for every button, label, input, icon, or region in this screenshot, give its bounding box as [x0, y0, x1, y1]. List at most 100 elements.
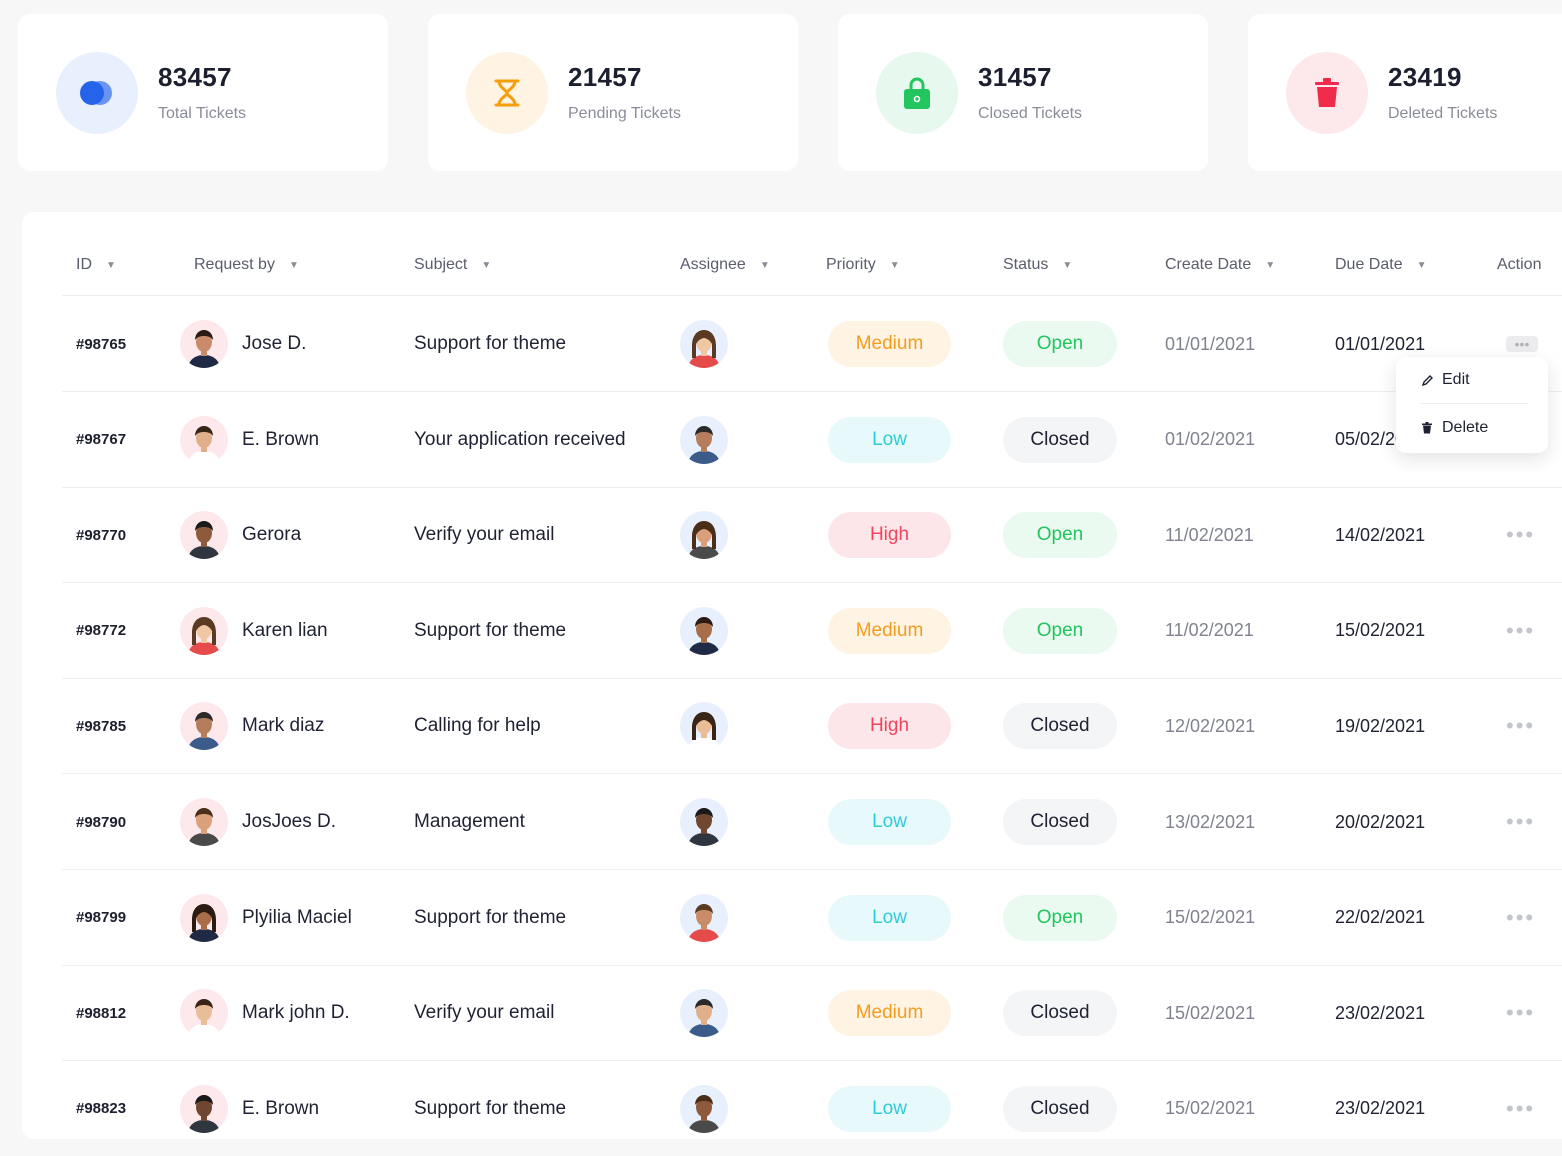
priority-badge: Low	[828, 894, 951, 941]
due-date: 15/02/2021	[1335, 620, 1426, 641]
ticket-subject: Verify your email	[414, 524, 555, 546]
create-date: 01/01/2021	[1165, 333, 1256, 354]
due-date: 20/02/2021	[1335, 811, 1426, 832]
priority-badge: Medium	[828, 990, 951, 1037]
ticket-id: #98772	[76, 622, 127, 640]
table-row[interactable]: #98765 Jose D. Support for theme Medium Open…	[62, 296, 1562, 392]
row-action-button[interactable]: •••	[1506, 583, 1535, 679]
caret-down-icon: ▼	[288, 259, 299, 271]
due-date: 19/02/2021	[1335, 715, 1426, 736]
menu-edit[interactable]: Edit	[1422, 371, 1470, 389]
caret-down-icon: ▼	[481, 259, 492, 271]
stat-card-pending: 21457 Pending Tickets	[428, 14, 798, 171]
assignee-avatar	[680, 893, 728, 942]
status-badge: Open	[1003, 607, 1117, 654]
menu-divider	[1420, 403, 1528, 404]
requester-name: JosJoes D.	[242, 811, 336, 832]
priority-badge: High	[828, 512, 951, 559]
requester-avatar	[180, 989, 228, 1038]
action-menu: Edit Delete	[1396, 357, 1548, 453]
requester-avatar	[180, 320, 228, 368]
row-action-button[interactable]: •••	[1506, 774, 1535, 870]
sort-priority[interactable]: Priority ▼	[826, 256, 900, 273]
table-row[interactable]: #98785 Mark diaz Calling for help High Close…	[62, 678, 1562, 775]
ticket-subject: Your application received	[414, 428, 626, 450]
priority-badge: Medium	[828, 607, 951, 654]
table-row[interactable]: #98799 Plyilia Maciel Support for theme Low…	[62, 870, 1562, 966]
ticket-id: #98767	[76, 431, 127, 449]
priority-badge: Low	[828, 1085, 951, 1132]
menu-delete[interactable]: Delete	[1422, 419, 1488, 437]
sort-due-date[interactable]: Due Date ▼	[1335, 256, 1427, 273]
sort-request-by[interactable]: Request by ▼	[194, 256, 299, 273]
row-action-button[interactable]: •••	[1506, 870, 1535, 966]
due-date: 01/01/2021	[1335, 333, 1426, 354]
requester-avatar	[180, 511, 228, 560]
assignee-avatar	[680, 320, 728, 368]
ticket-subject: Support for theme	[414, 1097, 567, 1119]
row-action-button[interactable]: •••	[1506, 678, 1535, 774]
stat-value: 23419	[1388, 62, 1462, 92]
more-icon: •••	[1506, 522, 1536, 548]
circles-icon	[56, 51, 138, 134]
table-row[interactable]: #98823 E. Brown Support for theme Low Closed…	[62, 1061, 1562, 1139]
priority-badge: Medium	[828, 321, 951, 367]
priority-badge: Low	[828, 416, 951, 463]
assignee-avatar	[680, 511, 728, 560]
sort-status[interactable]: Status ▼	[1003, 256, 1073, 273]
status-badge: Closed	[1003, 990, 1117, 1037]
sort-assignee[interactable]: Assignee ▼	[680, 256, 770, 273]
status-badge: Closed	[1003, 703, 1117, 750]
stat-value: 21457	[568, 62, 642, 92]
hourglass-icon	[466, 51, 548, 134]
row-action-button[interactable]: •••	[1506, 1061, 1535, 1139]
create-date: 13/02/2021	[1165, 811, 1256, 832]
trash-icon	[1422, 422, 1434, 434]
requester-avatar	[180, 606, 228, 655]
more-icon: •••	[1506, 1095, 1536, 1121]
sort-create-date[interactable]: Create Date ▼	[1165, 256, 1276, 273]
sort-id[interactable]: ID ▼	[76, 256, 116, 273]
caret-down-icon: ▼	[1416, 259, 1427, 271]
due-date: 14/02/2021	[1335, 524, 1426, 545]
stat-value: 31457	[978, 62, 1052, 92]
stat-card-total: 83457 Total Tickets	[18, 14, 388, 171]
table-row[interactable]: #98790 JosJoes D. Management Low Closed 13/02…	[62, 774, 1562, 870]
lock-icon	[876, 51, 958, 134]
status-badge: Open	[1003, 894, 1117, 941]
requester-name: Plyilia Maciel	[242, 906, 352, 928]
create-date: 11/02/2021	[1165, 620, 1254, 641]
more-icon: •••	[1506, 617, 1536, 643]
ticket-subject: Verify your email	[414, 1002, 555, 1024]
create-date: 15/02/2021	[1165, 907, 1256, 928]
ticket-id: #98823	[76, 1100, 127, 1118]
priority-badge: Low	[828, 799, 951, 845]
caret-down-icon: ▼	[106, 259, 116, 271]
table-row[interactable]: #98767 E. Brown Your application received L…	[62, 392, 1562, 488]
table-row[interactable]: #98770 Gerora Verify your email High Open 11/…	[62, 487, 1562, 584]
row-action-button[interactable]: •••	[1506, 296, 1538, 392]
assignee-avatar	[680, 702, 728, 751]
ticket-id: #98785	[76, 717, 127, 735]
ticket-id: #98765	[76, 335, 127, 353]
table-row[interactable]: #98812 Mark john D. Verify your email Mediu…	[62, 965, 1562, 1062]
more-icon: •••	[1506, 1000, 1536, 1026]
stat-label: Total Tickets	[158, 105, 247, 122]
caret-down-icon: ▼	[889, 259, 900, 271]
stat-label: Deleted Tickets	[1388, 105, 1498, 122]
due-date: 23/02/2021	[1335, 1098, 1426, 1119]
requester-name: Mark john D.	[242, 1002, 350, 1024]
requester-name: E. Brown	[242, 428, 320, 450]
requester-name: Gerora	[242, 524, 302, 546]
row-action-button[interactable]: •••	[1506, 965, 1535, 1061]
create-date: 01/02/2021	[1165, 429, 1256, 450]
requester-avatar	[180, 1084, 228, 1133]
ticket-subject: Support for theme	[414, 906, 567, 928]
row-action-button[interactable]: •••	[1506, 487, 1535, 583]
create-date: 15/02/2021	[1165, 1002, 1256, 1023]
create-date: 12/02/2021	[1165, 715, 1256, 736]
sort-subject[interactable]: Subject ▼	[414, 256, 492, 273]
ticket-id: #98770	[76, 526, 127, 544]
stat-label: Pending Tickets	[568, 105, 681, 122]
table-row[interactable]: #98772 Karen lian Support for theme Medium O…	[62, 583, 1562, 679]
